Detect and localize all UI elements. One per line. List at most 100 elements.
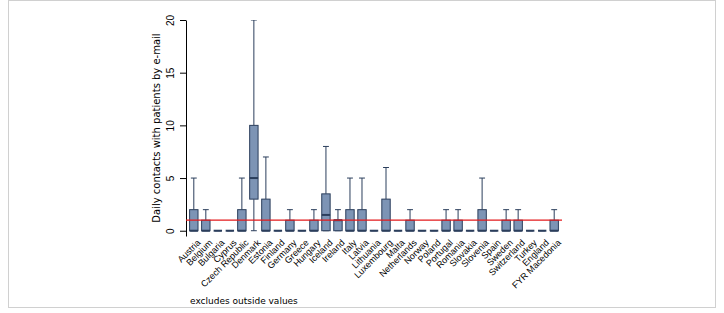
upper-cap	[551, 209, 557, 210]
upper-cap	[203, 209, 209, 210]
box-body	[418, 230, 426, 231]
median-line	[262, 230, 270, 232]
box-body	[334, 220, 342, 231]
upper-cap	[251, 20, 257, 21]
upper-cap	[383, 167, 389, 168]
median-line	[274, 230, 282, 232]
box-body	[406, 220, 414, 231]
x-tick-label: FYR Macedonia	[510, 238, 563, 291]
lower-whisker	[253, 199, 254, 231]
upper-cap	[503, 209, 509, 210]
x-axis: AustriaBelgiumBulgariaCyprusCzech Republ…	[176, 237, 563, 291]
upper-cap	[263, 156, 269, 157]
upper-cap	[191, 178, 197, 179]
chart: 0 5 10 15 20 AustriaBelgiumBulgariaCyprusCzec…	[0, 0, 724, 313]
box-body	[550, 220, 558, 231]
upper-whisker	[265, 157, 266, 199]
upper-cap	[479, 178, 485, 179]
box	[358, 178, 366, 231]
box	[382, 168, 390, 231]
median-line	[454, 230, 462, 232]
upper-cap	[359, 178, 365, 179]
y-axis: 0 5 10 15 20	[165, 15, 187, 237]
box-body	[430, 230, 438, 231]
upper-cap	[443, 209, 449, 210]
box-body	[202, 220, 210, 231]
median-line	[430, 230, 438, 232]
box	[478, 178, 486, 231]
y-tick-mark	[180, 231, 186, 232]
upper-whisker	[361, 178, 362, 210]
median-line	[382, 230, 390, 232]
upper-whisker	[518, 210, 519, 221]
upper-whisker	[313, 210, 314, 221]
box-body	[214, 230, 222, 231]
box	[418, 230, 426, 231]
box	[250, 20, 258, 231]
y-tick-mark	[180, 73, 186, 74]
box-body	[394, 230, 402, 231]
y-tick-mark	[180, 20, 186, 21]
box-body	[538, 230, 546, 231]
median-line	[298, 230, 306, 232]
reference-line	[186, 220, 562, 221]
y-tick-label: 0	[165, 228, 176, 234]
median-line	[490, 230, 498, 232]
box	[490, 230, 498, 231]
box-body	[490, 230, 498, 231]
box	[238, 178, 246, 231]
upper-whisker	[410, 210, 411, 221]
box-body	[442, 220, 450, 231]
y-tick: 0	[165, 228, 186, 234]
box-body	[526, 230, 534, 231]
box-body	[322, 194, 330, 231]
y-tick: 10	[165, 120, 186, 132]
upper-whisker	[337, 210, 338, 221]
box-body	[226, 230, 234, 231]
median-line	[394, 230, 402, 232]
upper-whisker	[325, 146, 326, 193]
box-body	[514, 220, 522, 231]
median-line	[370, 230, 378, 232]
upper-whisker	[482, 178, 483, 210]
box	[346, 178, 354, 231]
y-tick: 5	[165, 175, 186, 181]
y-tick: 15	[165, 67, 186, 79]
upper-whisker	[205, 210, 206, 221]
box	[394, 230, 402, 231]
upper-whisker	[193, 178, 194, 210]
median-line	[538, 230, 546, 232]
median-line	[214, 230, 222, 232]
median-line	[502, 230, 510, 232]
upper-cap	[407, 209, 413, 210]
box-body	[382, 199, 390, 231]
box	[298, 230, 306, 231]
box	[370, 230, 378, 231]
median-line	[358, 230, 366, 232]
y-tick: 20	[165, 15, 186, 27]
box	[430, 230, 438, 231]
median-line	[226, 230, 234, 232]
box-body	[502, 220, 510, 231]
box-body	[454, 220, 462, 231]
median-line	[322, 214, 330, 216]
box-body	[310, 220, 318, 231]
median-line	[202, 230, 210, 232]
x-axis-line	[187, 236, 563, 237]
upper-cap	[287, 209, 293, 210]
median-line	[466, 230, 474, 232]
upper-cap	[455, 209, 461, 210]
box	[322, 146, 330, 230]
y-tick-mark	[180, 125, 186, 126]
y-axis-line	[186, 21, 187, 237]
box	[526, 230, 534, 231]
median-line	[190, 230, 198, 232]
box	[466, 230, 474, 231]
upper-cap	[311, 209, 317, 210]
y-tick-mark	[180, 178, 186, 179]
median-line	[442, 230, 450, 232]
box-body	[262, 199, 270, 231]
upper-cap	[239, 178, 245, 179]
box	[274, 230, 282, 231]
median-line	[418, 230, 426, 232]
